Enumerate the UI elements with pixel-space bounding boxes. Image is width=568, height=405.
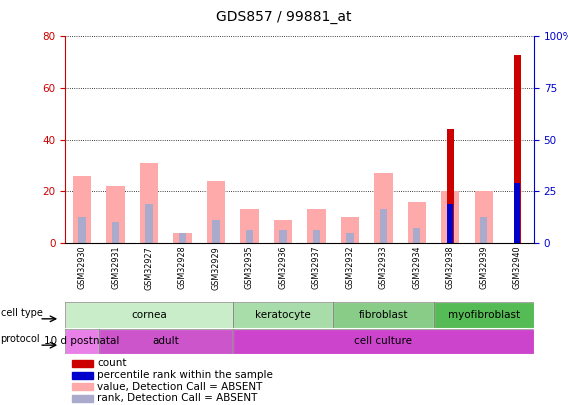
Bar	[65, 328, 99, 354]
Bar	[233, 328, 534, 354]
Bar	[413, 228, 420, 243]
Bar	[441, 192, 460, 243]
Text: cell culture: cell culture	[354, 336, 412, 346]
Bar	[72, 360, 93, 367]
Bar	[379, 209, 387, 243]
Bar	[140, 163, 158, 243]
Bar	[240, 209, 258, 243]
Text: count: count	[97, 358, 127, 369]
Text: adult: adult	[152, 336, 179, 346]
Bar	[72, 383, 93, 390]
Text: cell type: cell type	[1, 308, 43, 318]
Bar	[374, 173, 392, 243]
Bar	[474, 192, 493, 243]
Text: GDS857 / 99881_at: GDS857 / 99881_at	[216, 10, 352, 24]
Bar	[446, 130, 454, 243]
Bar	[72, 395, 93, 402]
Text: 10 d postnatal: 10 d postnatal	[44, 336, 120, 346]
Bar	[307, 209, 325, 243]
Text: percentile rank within the sample: percentile rank within the sample	[97, 370, 273, 380]
Bar	[145, 204, 153, 243]
Bar	[207, 181, 225, 243]
Bar	[246, 230, 253, 243]
Bar	[312, 230, 320, 243]
Bar	[173, 232, 191, 243]
Bar	[447, 204, 453, 243]
Bar	[346, 232, 353, 243]
Text: keratocyte: keratocyte	[255, 310, 311, 320]
Bar	[65, 302, 233, 328]
Bar	[99, 328, 233, 354]
Bar	[513, 55, 521, 243]
Text: cornea: cornea	[131, 310, 167, 320]
Text: value, Detection Call = ABSENT: value, Detection Call = ABSENT	[97, 382, 262, 392]
Bar	[408, 202, 426, 243]
Bar	[73, 176, 91, 243]
Bar	[112, 222, 119, 243]
Bar	[179, 232, 186, 243]
Bar	[279, 230, 287, 243]
Bar	[480, 217, 487, 243]
Bar	[274, 220, 292, 243]
Bar	[433, 302, 534, 328]
Text: myofibroblast: myofibroblast	[448, 310, 520, 320]
Bar	[341, 217, 359, 243]
Text: rank, Detection Call = ABSENT: rank, Detection Call = ABSENT	[97, 393, 257, 403]
Bar	[106, 186, 125, 243]
Bar	[233, 302, 333, 328]
Text: fibroblast: fibroblast	[358, 310, 408, 320]
Text: protocol: protocol	[1, 334, 40, 344]
Bar	[212, 220, 220, 243]
Bar	[72, 372, 93, 379]
Bar	[333, 302, 433, 328]
Bar	[514, 183, 520, 243]
Bar	[78, 217, 86, 243]
